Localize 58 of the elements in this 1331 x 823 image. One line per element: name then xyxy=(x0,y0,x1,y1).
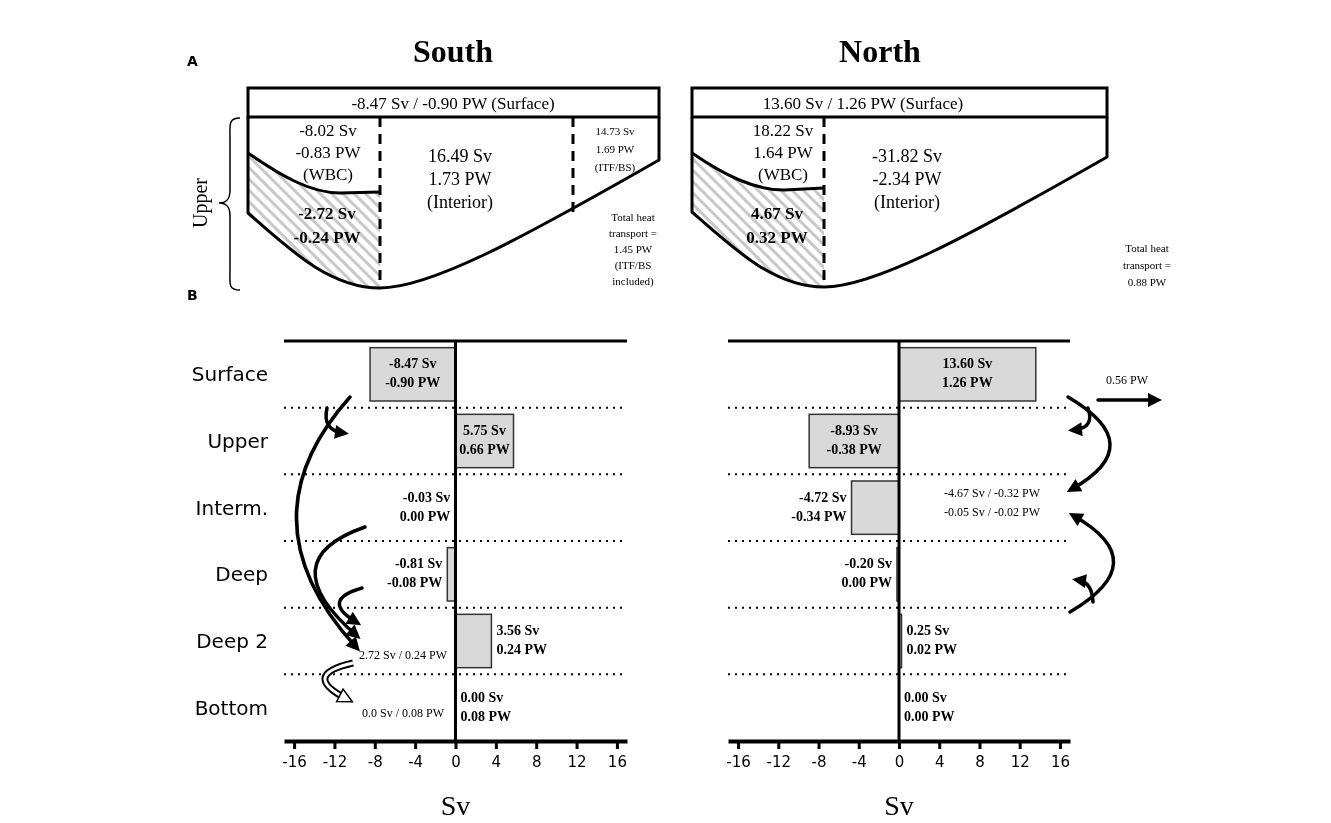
annotation: -0.05 Sv / -0.02 PW xyxy=(944,505,1041,519)
data-label: -0.81 Sv -0.08 PW xyxy=(387,556,443,591)
text: North xyxy=(839,33,922,69)
data-label: -8.93 Sv -0.38 PW xyxy=(826,423,882,457)
x-tick-label: 16 xyxy=(607,753,627,771)
x-tick-label: 12 xyxy=(567,753,587,771)
annotation: 0.0 Sv / 0.08 PW xyxy=(361,706,445,720)
data-label: 3.56 Sv 0.24 PW xyxy=(496,623,547,657)
y-tick-label: Surface xyxy=(191,362,268,387)
text: 14.73 Sv 1.69 PW (ITF/BS) xyxy=(594,125,636,174)
data-label: 5.75 Sv 0.66 PW xyxy=(459,423,510,457)
x-tick-label: -12 xyxy=(766,753,792,771)
x-tick-label: -4 xyxy=(408,753,424,771)
x-tick-label: 0 xyxy=(894,753,905,771)
x-tick-label: -8 xyxy=(367,753,383,771)
text: 13.60 Sv / 1.26 PW (Surface) xyxy=(762,94,964,113)
y-tick-label: Upper xyxy=(207,429,269,453)
y-tick-label: Deep xyxy=(215,562,268,587)
data-label: -4.72 Sv -0.34 PW xyxy=(791,489,847,524)
text: A xyxy=(187,53,198,69)
text: Total heat transport = 1.45 PW (ITF/BS included) xyxy=(608,211,658,288)
x-tick-label: 8 xyxy=(975,753,985,771)
x-tick-label: -16 xyxy=(282,753,307,771)
data-label: 0.00 Sv 0.00 PW xyxy=(904,689,955,724)
text: 18.22 Sv 1.64 PW (WBC) xyxy=(752,121,814,184)
y-tick-label: Interm. xyxy=(195,495,268,520)
x-tick-label: 4 xyxy=(491,753,502,771)
data-label: 0.25 Sv 0.02 PW xyxy=(906,623,958,657)
data-label: -0.20 Sv 0.00 PW xyxy=(841,556,892,591)
text: 16.49 Sv 1.73 PW (Interior) xyxy=(427,146,493,213)
y-tick-label: Bottom xyxy=(194,695,268,720)
text: B xyxy=(187,287,198,303)
x-tick-label: -8 xyxy=(811,753,827,771)
text: -8.02 Sv -0.83 PW (WBC) xyxy=(295,121,362,184)
x-tick-label: -4 xyxy=(851,753,867,771)
data-label: 0.00 Sv 0.08 PW xyxy=(460,689,512,724)
x-tick-label: 8 xyxy=(531,753,542,771)
text: 0.56 PW xyxy=(1106,373,1149,387)
x-tick-label: 16 xyxy=(1050,753,1070,771)
x-tick-label: 12 xyxy=(1010,753,1030,771)
text: -8.47 Sv / -0.90 PW (Surface) xyxy=(351,94,555,113)
annotation: -4.67 Sv / -0.32 PW xyxy=(944,486,1041,500)
x-tick-label: -16 xyxy=(726,753,751,771)
x-axis-title: Sv xyxy=(440,790,471,821)
y-tick-label: Deep 2 xyxy=(196,629,268,653)
text: South xyxy=(412,33,494,69)
annotation: 2.72 Sv / 0.24 PW xyxy=(358,648,448,662)
x-tick-label: 4 xyxy=(934,753,945,771)
text: -31.82 Sv -2.34 PW (Interior) xyxy=(871,146,943,213)
text: -2.72 Sv -0.24 PW xyxy=(293,204,361,247)
x-tick-label: 0 xyxy=(451,753,461,771)
x-axis-title: Sv xyxy=(884,790,914,821)
data-label: -0.03 Sv 0.00 PW xyxy=(399,489,451,524)
data-label: -8.47 Sv -0.90 PW xyxy=(385,356,441,391)
text: Total heat transport = 0.88 PW xyxy=(1122,242,1172,288)
x-tick-label: -12 xyxy=(322,753,348,771)
data-label: 13.60 Sv 1.26 PW xyxy=(942,356,993,391)
text: 4.67 Sv 0.32 PW xyxy=(746,204,808,247)
